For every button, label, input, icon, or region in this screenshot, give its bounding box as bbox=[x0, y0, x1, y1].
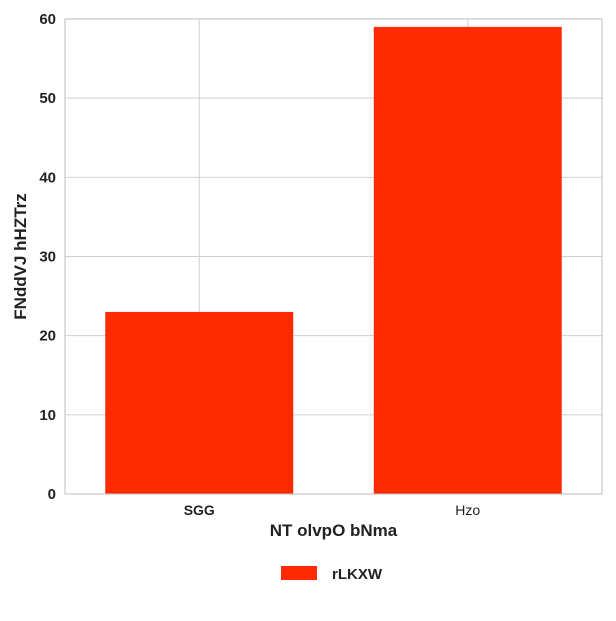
plot-frame bbox=[64, 18, 603, 495]
y-axis-title: FNddVJ hHZTrz bbox=[11, 193, 30, 320]
y-tick-label: 20 bbox=[39, 328, 56, 345]
y-tick-label: 30 bbox=[39, 249, 56, 266]
legend-swatch bbox=[281, 566, 317, 580]
bars bbox=[105, 26, 562, 495]
y-tick-label: 60 bbox=[39, 11, 56, 28]
legend-label: rLKXW bbox=[332, 566, 383, 583]
x-tick-label: Hzo bbox=[455, 502, 480, 518]
y-tick-label: 50 bbox=[39, 90, 56, 107]
x-axis-title: NT olvpO bNma bbox=[270, 521, 398, 540]
y-tick-label: 10 bbox=[39, 407, 56, 424]
bar-hzo bbox=[373, 26, 562, 495]
y-tick-labels: 0 10 20 30 40 50 60 bbox=[39, 11, 56, 503]
x-tick-labels: SGG Hzo bbox=[184, 502, 481, 518]
y-tick-label: 40 bbox=[39, 169, 56, 186]
bar-sgg bbox=[105, 311, 294, 494]
y-tick-label: 0 bbox=[48, 486, 56, 503]
x-tick-label: SGG bbox=[184, 502, 215, 518]
legend: rLKXW bbox=[281, 566, 383, 583]
